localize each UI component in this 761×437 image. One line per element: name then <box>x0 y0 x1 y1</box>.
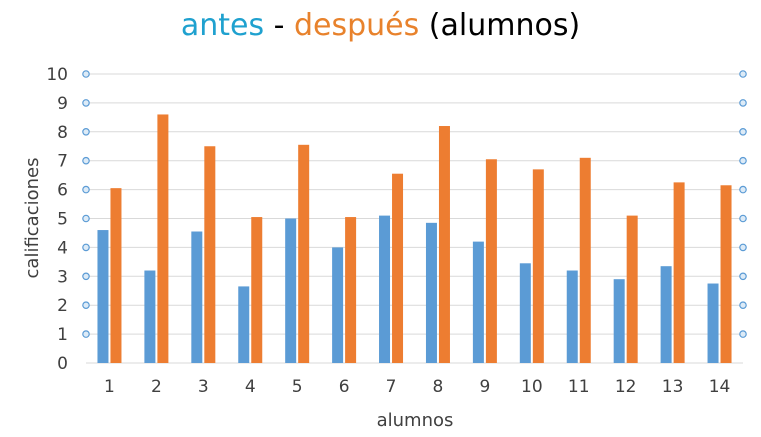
bar-series1-11 <box>566 270 578 363</box>
right-axis-marker-10 <box>739 70 747 78</box>
y-tick-label-1: 1 <box>57 325 68 345</box>
title-part-despues: después <box>293 8 420 43</box>
x-tick-label-6: 6 <box>339 377 350 397</box>
bar-series1-6 <box>332 247 344 363</box>
right-axis-marker-1 <box>739 330 747 338</box>
x-tick-label-14: 14 <box>709 377 731 397</box>
left-axis-marker-1 <box>82 330 90 338</box>
y-tick-label-4: 4 <box>57 238 68 258</box>
x-tick-label-7: 7 <box>386 377 397 397</box>
x-tick-label-1: 1 <box>104 377 115 397</box>
gridlines <box>86 73 743 364</box>
y-tick-label-5: 5 <box>57 210 68 230</box>
right-axis-marker-5 <box>739 214 747 223</box>
bar-series1-10 <box>519 263 531 363</box>
y-tick-label-8: 8 <box>57 123 68 143</box>
bars <box>97 114 732 364</box>
x-tick-label-5: 5 <box>292 377 303 397</box>
bar-series2-1 <box>110 188 122 363</box>
left-axis-marker-6 <box>82 185 90 194</box>
left-axis-marker-4 <box>82 243 90 252</box>
bar-series2-2 <box>157 114 169 364</box>
x-tick-label-9: 9 <box>479 377 490 397</box>
bar-series1-4 <box>238 286 250 363</box>
right-axis-marker-9 <box>739 99 747 107</box>
bar-series2-4 <box>251 217 263 363</box>
bar-series1-1 <box>97 230 109 363</box>
bar-series2-10 <box>532 169 544 363</box>
y-axis-title: calificaciones <box>22 158 43 279</box>
right-axis-marker-6 <box>739 185 747 194</box>
left-axis-marker-10 <box>82 70 90 78</box>
x-tick-label-4: 4 <box>245 377 256 397</box>
left-axis-marker-3 <box>82 272 90 281</box>
bar-series2-7 <box>392 173 404 363</box>
y-tick-label-0: 0 <box>57 354 68 374</box>
bar-series1-13 <box>660 266 672 363</box>
x-tick-label-2: 2 <box>151 377 162 397</box>
y-tick-label-10: 10 <box>46 65 68 85</box>
bar-series1-5 <box>285 218 297 363</box>
left-axis-marker-8 <box>82 128 90 136</box>
chart-title: antes - después (alumnos) <box>0 4 761 48</box>
x-tick-label-13: 13 <box>662 377 684 397</box>
y-tick-label-6: 6 <box>57 181 68 201</box>
x-tick-label-10: 10 <box>521 377 543 397</box>
right-axis-marker-3 <box>739 272 747 281</box>
bar-series1-14 <box>707 283 719 363</box>
bar-series1-7 <box>379 215 391 363</box>
right-axis-marker-7 <box>739 156 747 165</box>
bar-series1-9 <box>472 241 484 363</box>
x-tick-label-11: 11 <box>568 377 590 397</box>
y-tick-label-9: 9 <box>57 94 68 114</box>
bar-series2-12 <box>626 215 638 363</box>
y-tick-label-7: 7 <box>57 152 68 172</box>
x-axis-title: alumnos <box>377 410 454 431</box>
title-part-alumnos: (alumnos) <box>419 8 581 43</box>
left-axis-marker-2 <box>82 301 90 310</box>
y-tick-label-3: 3 <box>57 267 68 287</box>
title-part-antes: antes <box>180 8 265 43</box>
right-axis-marker-2 <box>739 301 747 310</box>
bar-series1-12 <box>613 279 625 363</box>
bar-series2-6 <box>345 217 357 363</box>
x-tick-label-3: 3 <box>198 377 209 397</box>
bar-series1-8 <box>425 222 437 363</box>
x-tick-label-8: 8 <box>433 377 444 397</box>
x-tick-label-12: 12 <box>615 377 637 397</box>
bar-series1-2 <box>144 270 156 363</box>
bar-series2-3 <box>204 146 216 363</box>
bar-series2-13 <box>673 182 685 363</box>
bar-series2-9 <box>485 159 497 363</box>
right-axis-marker-8 <box>739 128 747 136</box>
axis-markers <box>82 70 747 338</box>
left-axis-marker-7 <box>82 156 90 165</box>
bar-series2-14 <box>720 185 732 363</box>
bar-series1-3 <box>191 231 203 363</box>
right-axis-marker-4 <box>739 243 747 252</box>
bar-series2-8 <box>438 126 450 364</box>
title-part-separator: - <box>264 8 294 43</box>
bar-series2-5 <box>298 144 310 363</box>
left-axis-marker-9 <box>82 99 90 107</box>
y-tick-label-2: 2 <box>57 296 68 316</box>
left-axis-marker-5 <box>82 214 90 223</box>
bar-series2-11 <box>579 157 591 363</box>
